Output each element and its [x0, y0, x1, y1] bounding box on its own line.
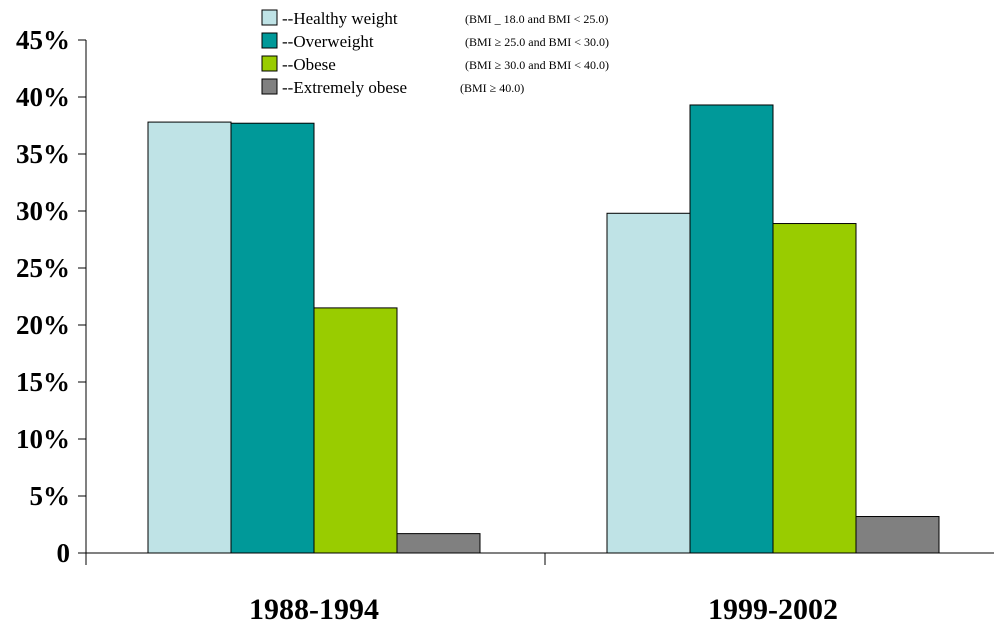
- legend-swatch: [261, 55, 278, 72]
- y-tick-label: 20%: [16, 310, 70, 340]
- y-tick-label: 30%: [16, 196, 70, 226]
- x-axis: 1988-1994 1999-2002: [85, 552, 994, 623]
- bar: [689, 104, 774, 554]
- y-tick-label: 35%: [16, 139, 70, 169]
- y-tick-label: 0: [57, 538, 71, 568]
- x-tick-label: 1988-1994: [249, 593, 379, 623]
- legend-label: --Obese: [282, 55, 336, 74]
- legend-note: (BMI ≥ 25.0 and BMI < 30.0): [465, 35, 609, 49]
- chart-legend: --Healthy weight (BMI _ 18.0 and BMI < 25…: [261, 9, 609, 97]
- legend-swatch: [261, 78, 278, 95]
- bar: [772, 223, 857, 554]
- y-tick-label: 5%: [30, 481, 71, 511]
- y-tick-label: 45%: [16, 25, 70, 55]
- legend-note: (BMI _ 18.0 and BMI < 25.0): [465, 12, 608, 26]
- legend-swatch: [261, 32, 278, 49]
- bar: [313, 307, 398, 554]
- legend-label: --Extremely obese: [282, 78, 407, 97]
- bars: [147, 104, 940, 554]
- legend-label: --Overweight: [282, 32, 374, 51]
- legend-note: (BMI ≥ 40.0): [460, 81, 524, 95]
- bar: [855, 516, 940, 554]
- bar: [396, 533, 481, 554]
- bar: [147, 121, 232, 554]
- x-tick-label: 1999-2002: [708, 593, 838, 623]
- legend-label: --Healthy weight: [282, 9, 398, 28]
- bar: [606, 212, 691, 554]
- legend-note: (BMI ≥ 30.0 and BMI < 40.0): [465, 58, 609, 72]
- bar: [230, 122, 315, 554]
- y-axis: 0 5% 10% 15% 20% 25% 30% 35% 40% 45%: [16, 25, 87, 568]
- y-tick-label: 25%: [16, 253, 70, 283]
- legend-swatch: [261, 9, 278, 26]
- y-tick-label: 15%: [16, 367, 70, 397]
- y-tick-label: 10%: [16, 424, 70, 454]
- y-tick-label: 40%: [16, 82, 70, 112]
